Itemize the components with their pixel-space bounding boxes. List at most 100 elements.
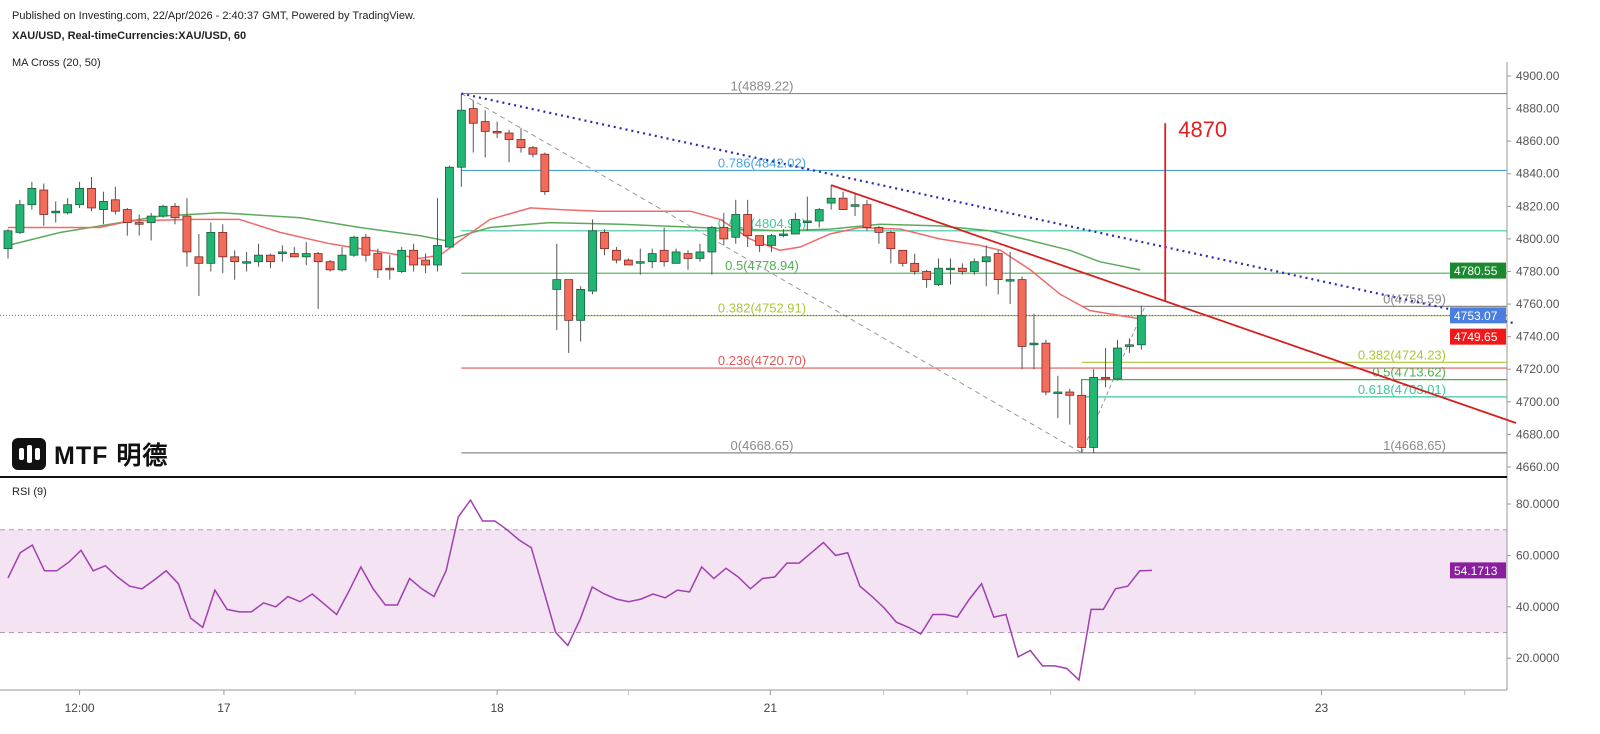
y-tick-label: 4720.00 [1516, 362, 1560, 376]
candle-body [361, 236, 371, 256]
candle [397, 247, 407, 274]
candle-body [492, 130, 502, 134]
candle [158, 204, 168, 218]
candle-body [468, 108, 478, 124]
candle-body [731, 214, 741, 238]
candle-body [409, 249, 419, 266]
candle [337, 247, 347, 272]
candle [51, 201, 61, 223]
candle-body [802, 220, 812, 224]
candle-body [564, 279, 574, 321]
candle [409, 243, 419, 272]
candle [910, 253, 920, 275]
rsi-y-tick-label: 60.0000 [1516, 548, 1560, 562]
candle [75, 181, 84, 208]
y-tick-label: 4700.00 [1516, 395, 1560, 409]
x-tick-label: 18 [490, 701, 504, 715]
candle [779, 229, 788, 238]
candle-body [612, 249, 621, 261]
candle-body [158, 205, 168, 217]
symbol-title: XAU/USD, Real-timeCurrencies:XAU/USD, 60 [12, 30, 247, 42]
fib-level-label: 0(4668.65) [731, 438, 794, 453]
candle [134, 214, 144, 236]
mtf-logo: MTF 明德 [12, 436, 168, 472]
candle-body [230, 256, 240, 263]
candle [635, 248, 645, 275]
candle-body [99, 201, 108, 210]
candle [480, 110, 490, 158]
candle-body [1089, 376, 1099, 448]
ma-cross-legend[interactable]: MA Cross (20, 50) [12, 57, 101, 69]
candle-body [588, 230, 597, 292]
fib-level-label: 0.382(4752.91) [718, 301, 806, 316]
candle [277, 245, 287, 262]
candle-body [134, 222, 144, 225]
candle [516, 128, 526, 153]
candle [1053, 375, 1063, 419]
candle [922, 269, 932, 288]
candle [1065, 388, 1075, 425]
candle [826, 185, 836, 210]
candle [683, 250, 693, 270]
candle [874, 225, 884, 244]
rsi-y-tick-label: 20.0000 [1516, 651, 1560, 665]
candle [289, 247, 299, 258]
candle-body [397, 249, 407, 272]
candle [707, 225, 717, 275]
candle-body [63, 204, 73, 214]
rsi-legend[interactable]: RSI (9) [12, 486, 47, 498]
candle-body [1053, 391, 1063, 394]
fib-level-label: 0.5(4778.94) [725, 258, 799, 273]
y-tick-label: 4660.00 [1516, 460, 1560, 474]
candle-body [39, 189, 49, 215]
candle [659, 227, 669, 267]
y-tick-label: 4760.00 [1516, 297, 1560, 311]
candle-body [623, 259, 633, 266]
candle [349, 235, 359, 257]
candle-body [194, 256, 204, 264]
candle-body [635, 261, 645, 264]
fib-level-label: 1(4889.22) [731, 79, 794, 94]
candle-body [600, 231, 609, 250]
candle [99, 191, 108, 225]
candle [552, 243, 562, 331]
candle [946, 258, 955, 285]
candle-body [3, 230, 13, 250]
candle-body [242, 261, 252, 264]
candle-body [87, 188, 96, 209]
y-tick-label: 4740.00 [1516, 330, 1560, 344]
candle-body [683, 253, 693, 259]
candle-body [755, 235, 764, 246]
candle-body [1017, 279, 1027, 347]
candle [934, 258, 943, 287]
candle-body [15, 204, 25, 233]
candle [540, 152, 550, 195]
published-note: Published on Investing.com, 22/Apr/2026 … [12, 10, 416, 22]
candle [468, 100, 478, 153]
candle-body [421, 259, 430, 266]
candle-body [779, 233, 788, 236]
candle-body [874, 227, 884, 233]
red-trendline [830, 184, 1517, 424]
y-tick-label: 4820.00 [1516, 199, 1560, 213]
candle [1029, 313, 1039, 370]
candle [576, 286, 586, 342]
candle-body [838, 197, 848, 210]
price-badge-label: 4780.55 [1454, 264, 1498, 278]
candle [182, 198, 192, 267]
candle [492, 121, 502, 138]
fib2-level-label: 0(4758.59) [1383, 291, 1446, 306]
candle [731, 199, 741, 244]
candle-body [325, 261, 335, 271]
candle-body [850, 204, 860, 207]
candle [421, 253, 430, 274]
candle-body [277, 251, 287, 254]
candle-body [75, 188, 84, 206]
candle [1113, 339, 1122, 381]
candle-body [922, 271, 932, 281]
candle [146, 212, 156, 241]
candle-body [958, 267, 967, 272]
candle-body [337, 254, 347, 271]
candle [3, 229, 13, 259]
